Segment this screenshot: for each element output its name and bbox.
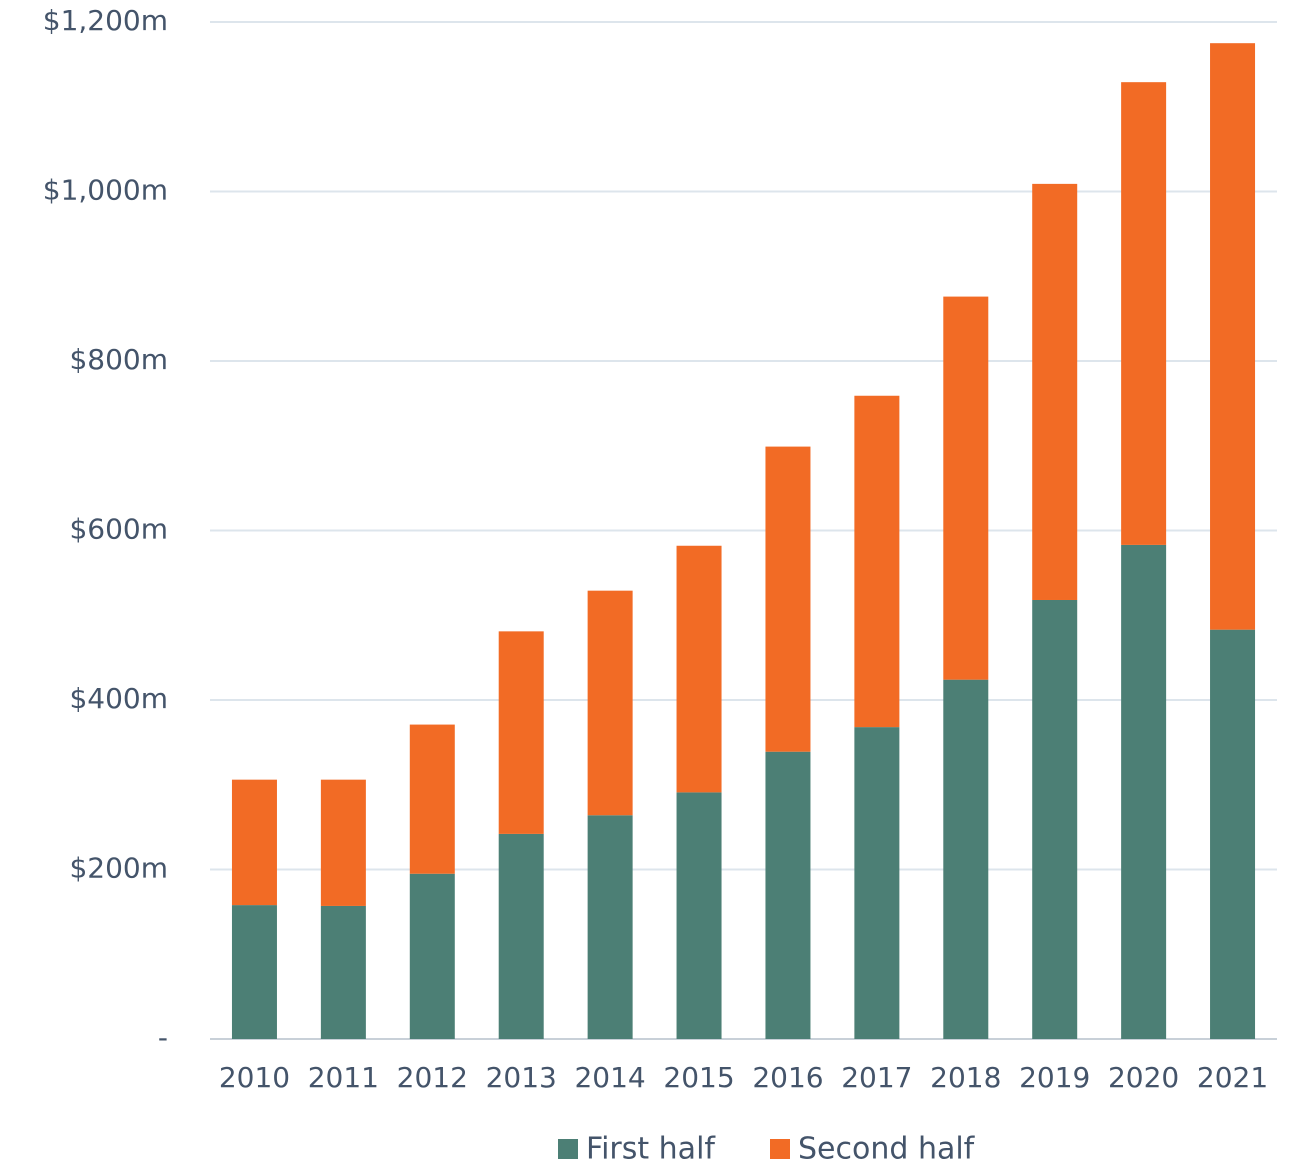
x-tick-label: 2014 xyxy=(574,1061,645,1094)
x-tick-label: 2020 xyxy=(1108,1061,1179,1094)
y-tick-label: $1,000m xyxy=(43,174,168,207)
legend-swatch xyxy=(558,1139,578,1159)
bar-segment xyxy=(854,727,900,1039)
x-tick-label: 2021 xyxy=(1197,1061,1268,1094)
bar-segment xyxy=(587,590,633,816)
y-tick-label: $800m xyxy=(69,343,168,376)
bar-segment xyxy=(409,873,455,1039)
bar-segment xyxy=(765,446,811,752)
bar-segment xyxy=(1032,183,1078,600)
bar-segment xyxy=(231,905,277,1039)
legend-label: First half xyxy=(586,1132,716,1166)
bar-segment xyxy=(1121,82,1167,545)
x-tick-label: 2019 xyxy=(1019,1061,1090,1094)
bar-segment xyxy=(320,779,366,906)
x-tick-label: 2017 xyxy=(841,1061,912,1094)
x-tick-label: 2013 xyxy=(486,1061,557,1094)
y-tick-label: $400m xyxy=(69,682,168,715)
legend-swatch xyxy=(770,1139,790,1159)
x-tick-label: 2016 xyxy=(752,1061,823,1094)
bar-segment xyxy=(943,679,989,1039)
x-tick-label: 2011 xyxy=(308,1061,379,1094)
bar-segment xyxy=(231,779,277,906)
bar-segment xyxy=(1210,43,1256,630)
y-tick-label: $200m xyxy=(69,852,168,885)
bar-segment xyxy=(943,296,989,680)
y-tick-label: $600m xyxy=(69,513,168,546)
bar-segment xyxy=(1121,544,1167,1039)
x-tick-label: 2010 xyxy=(219,1061,290,1094)
bar-segment xyxy=(854,395,900,728)
bar-segment xyxy=(498,631,544,834)
bar-segment xyxy=(676,792,722,1039)
bar-segment xyxy=(409,724,455,874)
y-tick-label: - xyxy=(158,1021,168,1054)
bar-segment xyxy=(587,815,633,1039)
legend-label: Second half xyxy=(798,1132,976,1166)
bar-segment xyxy=(676,545,722,793)
x-tick-label: 2012 xyxy=(397,1061,468,1094)
bar-segment xyxy=(765,751,811,1039)
x-tick-label: 2018 xyxy=(930,1061,1001,1094)
bar-segment xyxy=(498,833,544,1039)
y-tick-label: $1,200m xyxy=(43,4,168,37)
bar-segment xyxy=(320,905,366,1039)
bar-segment xyxy=(1032,599,1078,1039)
bar-segment xyxy=(1210,629,1256,1039)
x-tick-label: 2015 xyxy=(663,1061,734,1094)
